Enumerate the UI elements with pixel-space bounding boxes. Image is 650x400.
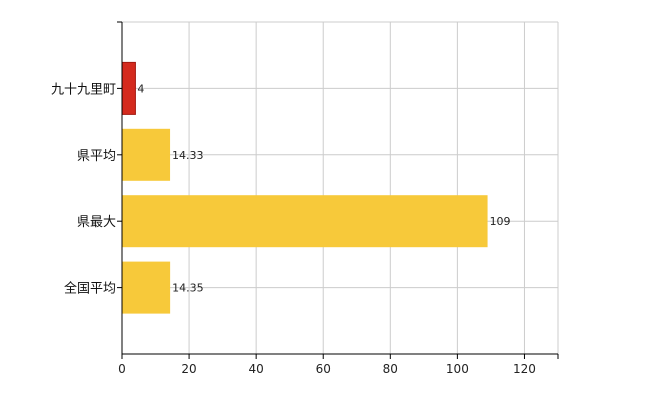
category-label-3: 全国平均 [64, 281, 116, 297]
bar-2 [122, 195, 488, 248]
bar-0 [121, 61, 136, 115]
category-label-0: 九十九里町 [51, 82, 116, 97]
value-label-3: 14.35 [172, 282, 204, 295]
axes [117, 21, 559, 359]
value-label-2: 109 [490, 215, 511, 228]
x-tick-label-6: 120 [513, 362, 536, 376]
x-tick-label-3: 60 [316, 362, 331, 376]
x-tick-label-2: 40 [249, 362, 264, 376]
bar-1 [122, 128, 171, 181]
grid-lines [122, 21, 559, 354]
x-tick-label-0: 0 [118, 362, 126, 376]
value-label-0: 4 [137, 82, 144, 95]
category-label-1: 県平均 [77, 149, 116, 164]
x-tick-label-4: 80 [383, 362, 398, 376]
bars [121, 61, 488, 314]
labels: 4 九十九里町 14.33 県平均 109 県最大 14.35 全国平均 0 20 40 60 80 10… [51, 82, 536, 376]
category-label-2: 県最大 [77, 215, 116, 230]
value-label-1: 14.33 [172, 149, 204, 162]
x-tick-label-5: 100 [446, 362, 469, 376]
bar-3 [122, 261, 171, 314]
x-tick-label-1: 20 [181, 362, 196, 376]
